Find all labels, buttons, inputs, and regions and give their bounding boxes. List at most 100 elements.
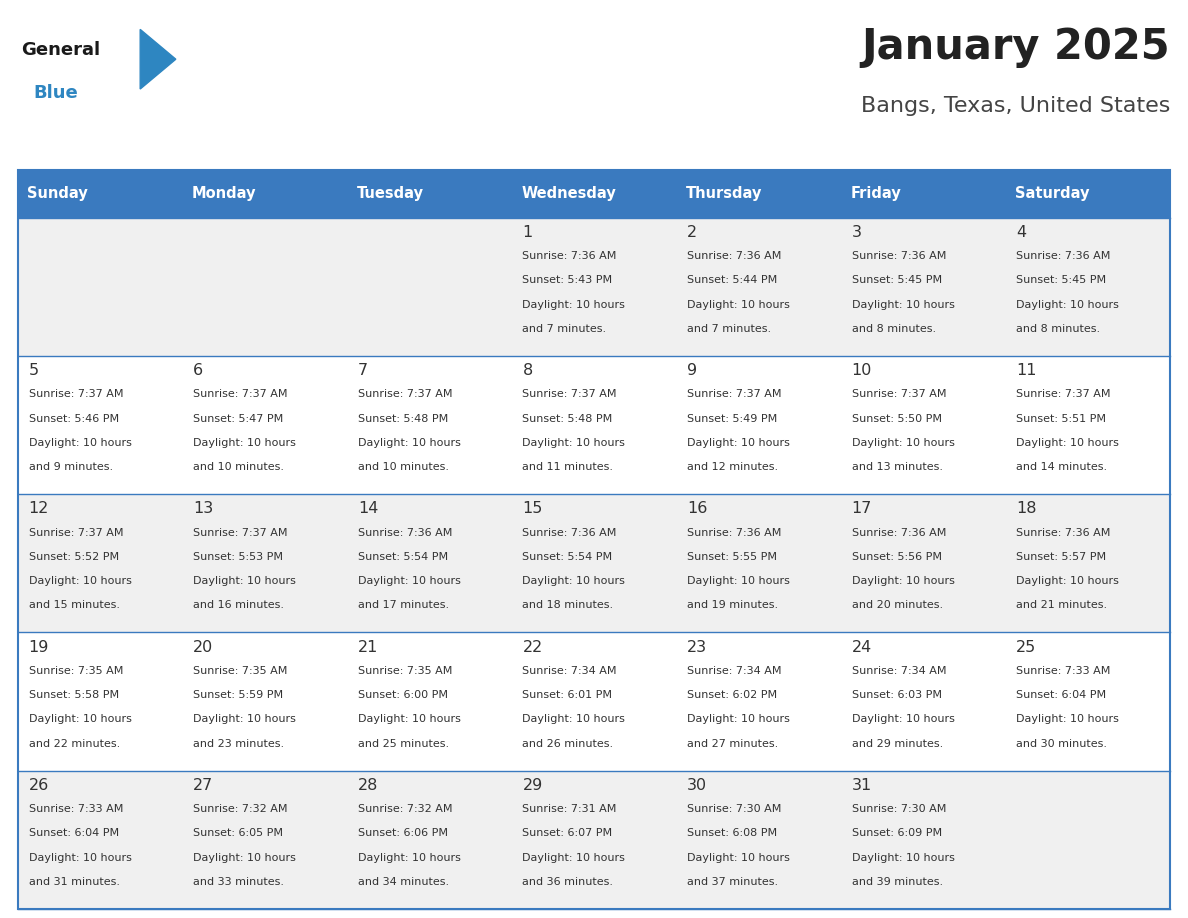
Text: Daylight: 10 hours: Daylight: 10 hours xyxy=(687,438,790,448)
Text: Tuesday: Tuesday xyxy=(356,186,424,201)
Text: 16: 16 xyxy=(687,501,707,517)
Text: Wednesday: Wednesday xyxy=(522,186,615,201)
Text: and 17 minutes.: and 17 minutes. xyxy=(358,600,449,610)
Text: 4: 4 xyxy=(1016,225,1026,240)
Text: Sunrise: 7:37 AM: Sunrise: 7:37 AM xyxy=(523,389,617,399)
Bar xyxy=(18,633,1170,770)
Text: and 30 minutes.: and 30 minutes. xyxy=(1016,738,1107,748)
Text: and 37 minutes.: and 37 minutes. xyxy=(687,877,778,887)
Text: Monday: Monday xyxy=(192,186,257,201)
Text: Sunset: 5:48 PM: Sunset: 5:48 PM xyxy=(358,414,448,423)
Text: Daylight: 10 hours: Daylight: 10 hours xyxy=(523,299,625,309)
Text: Daylight: 10 hours: Daylight: 10 hours xyxy=(687,577,790,586)
Text: and 34 minutes.: and 34 minutes. xyxy=(358,877,449,887)
Text: Daylight: 10 hours: Daylight: 10 hours xyxy=(1016,438,1119,448)
Text: 13: 13 xyxy=(194,501,214,517)
Text: 9: 9 xyxy=(687,364,697,378)
Text: and 10 minutes.: and 10 minutes. xyxy=(358,462,449,472)
Text: 20: 20 xyxy=(194,640,214,655)
Text: Sunset: 6:04 PM: Sunset: 6:04 PM xyxy=(1016,690,1106,700)
Text: Daylight: 10 hours: Daylight: 10 hours xyxy=(29,577,132,586)
Text: 1: 1 xyxy=(523,225,532,240)
Bar xyxy=(18,218,1170,356)
Text: Sunset: 6:05 PM: Sunset: 6:05 PM xyxy=(194,828,283,838)
Text: Daylight: 10 hours: Daylight: 10 hours xyxy=(194,853,296,863)
Text: Sunrise: 7:36 AM: Sunrise: 7:36 AM xyxy=(1016,252,1111,262)
Text: Sunrise: 7:37 AM: Sunrise: 7:37 AM xyxy=(194,528,287,538)
Text: and 10 minutes.: and 10 minutes. xyxy=(194,462,284,472)
Text: Saturday: Saturday xyxy=(1015,186,1089,201)
Bar xyxy=(18,170,183,218)
Text: Sunset: 5:53 PM: Sunset: 5:53 PM xyxy=(194,552,283,562)
Text: Daylight: 10 hours: Daylight: 10 hours xyxy=(1016,577,1119,586)
Text: 22: 22 xyxy=(523,640,543,655)
Text: and 13 minutes.: and 13 minutes. xyxy=(852,462,942,472)
Text: and 21 minutes.: and 21 minutes. xyxy=(1016,600,1107,610)
Text: Daylight: 10 hours: Daylight: 10 hours xyxy=(687,853,790,863)
Text: Sunset: 5:52 PM: Sunset: 5:52 PM xyxy=(29,552,119,562)
Text: Thursday: Thursday xyxy=(685,186,763,201)
Bar xyxy=(1005,170,1170,218)
Text: and 7 minutes.: and 7 minutes. xyxy=(687,324,771,334)
Text: Daylight: 10 hours: Daylight: 10 hours xyxy=(523,714,625,724)
Text: and 26 minutes.: and 26 minutes. xyxy=(523,738,613,748)
Text: Sunset: 6:00 PM: Sunset: 6:00 PM xyxy=(358,690,448,700)
Text: 19: 19 xyxy=(29,640,49,655)
Text: 10: 10 xyxy=(852,364,872,378)
Text: Sunset: 6:07 PM: Sunset: 6:07 PM xyxy=(523,828,613,838)
Text: Sunset: 5:45 PM: Sunset: 5:45 PM xyxy=(1016,275,1106,285)
Text: Daylight: 10 hours: Daylight: 10 hours xyxy=(687,299,790,309)
Text: Sunset: 6:03 PM: Sunset: 6:03 PM xyxy=(852,690,942,700)
Text: 30: 30 xyxy=(687,778,707,793)
Text: Sunrise: 7:37 AM: Sunrise: 7:37 AM xyxy=(358,389,453,399)
Text: 12: 12 xyxy=(29,501,49,517)
Text: Daylight: 10 hours: Daylight: 10 hours xyxy=(358,853,461,863)
Text: Sunset: 6:02 PM: Sunset: 6:02 PM xyxy=(687,690,777,700)
Text: Sunset: 5:57 PM: Sunset: 5:57 PM xyxy=(1016,552,1106,562)
Text: 27: 27 xyxy=(194,778,214,793)
Text: 3: 3 xyxy=(852,225,861,240)
Text: Sunrise: 7:36 AM: Sunrise: 7:36 AM xyxy=(852,252,946,262)
Text: Daylight: 10 hours: Daylight: 10 hours xyxy=(852,438,954,448)
Text: Sunset: 5:43 PM: Sunset: 5:43 PM xyxy=(523,275,613,285)
Bar xyxy=(347,170,512,218)
Text: Sunset: 6:08 PM: Sunset: 6:08 PM xyxy=(687,828,777,838)
Text: Daylight: 10 hours: Daylight: 10 hours xyxy=(358,577,461,586)
Text: 24: 24 xyxy=(852,640,872,655)
Text: and 39 minutes.: and 39 minutes. xyxy=(852,877,943,887)
Text: and 31 minutes.: and 31 minutes. xyxy=(29,877,120,887)
Text: Sunrise: 7:35 AM: Sunrise: 7:35 AM xyxy=(358,666,453,676)
Text: Sunrise: 7:32 AM: Sunrise: 7:32 AM xyxy=(194,804,287,814)
Text: and 29 minutes.: and 29 minutes. xyxy=(852,738,943,748)
Text: Sunset: 5:47 PM: Sunset: 5:47 PM xyxy=(194,414,284,423)
Bar xyxy=(18,770,1170,909)
Text: Sunrise: 7:35 AM: Sunrise: 7:35 AM xyxy=(194,666,287,676)
Text: January 2025: January 2025 xyxy=(861,26,1170,68)
Bar xyxy=(183,170,347,218)
Text: Daylight: 10 hours: Daylight: 10 hours xyxy=(358,714,461,724)
Text: Sunrise: 7:37 AM: Sunrise: 7:37 AM xyxy=(194,389,287,399)
Text: Sunset: 5:56 PM: Sunset: 5:56 PM xyxy=(852,552,942,562)
Text: Sunrise: 7:37 AM: Sunrise: 7:37 AM xyxy=(29,389,124,399)
Text: 26: 26 xyxy=(29,778,49,793)
Text: Sunset: 5:50 PM: Sunset: 5:50 PM xyxy=(852,414,942,423)
Text: and 16 minutes.: and 16 minutes. xyxy=(194,600,284,610)
Text: 18: 18 xyxy=(1016,501,1037,517)
Text: and 8 minutes.: and 8 minutes. xyxy=(1016,324,1100,334)
Text: Friday: Friday xyxy=(851,186,902,201)
Text: Sunrise: 7:37 AM: Sunrise: 7:37 AM xyxy=(29,528,124,538)
Text: 5: 5 xyxy=(29,364,39,378)
Text: Sunrise: 7:37 AM: Sunrise: 7:37 AM xyxy=(1016,389,1111,399)
Text: 21: 21 xyxy=(358,640,378,655)
Text: and 7 minutes.: and 7 minutes. xyxy=(523,324,607,334)
Text: Daylight: 10 hours: Daylight: 10 hours xyxy=(687,714,790,724)
Text: Sunset: 5:45 PM: Sunset: 5:45 PM xyxy=(852,275,942,285)
Text: Blue: Blue xyxy=(33,84,78,103)
Text: Sunset: 5:59 PM: Sunset: 5:59 PM xyxy=(194,690,283,700)
Text: Sunset: 6:09 PM: Sunset: 6:09 PM xyxy=(852,828,942,838)
Text: Sunrise: 7:36 AM: Sunrise: 7:36 AM xyxy=(523,252,617,262)
Text: 2: 2 xyxy=(687,225,697,240)
Text: Sunrise: 7:32 AM: Sunrise: 7:32 AM xyxy=(358,804,453,814)
Text: 25: 25 xyxy=(1016,640,1036,655)
Text: Sunday: Sunday xyxy=(27,186,88,201)
